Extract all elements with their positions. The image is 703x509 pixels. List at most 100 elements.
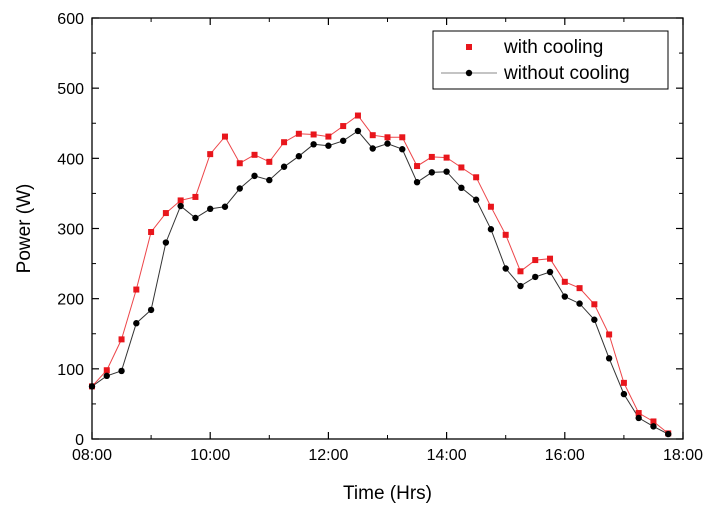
y-tick-label: 600 (57, 11, 84, 28)
data-point-without-cooling (88, 383, 96, 390)
y-axis-title: Power (W) (14, 184, 35, 274)
data-point-with-cooling (458, 164, 465, 171)
legend-label-with-cooling: with cooling (503, 37, 603, 58)
x-tick-label: 14:00 (427, 447, 467, 464)
data-point-without-cooling (339, 137, 347, 144)
data-point-without-cooling (354, 127, 362, 135)
data-point-without-cooling (207, 205, 214, 213)
data-point-with-cooling (428, 153, 435, 160)
data-point-without-cooling (561, 293, 568, 300)
data-point-with-cooling (177, 197, 184, 204)
data-point-without-cooling (487, 226, 495, 233)
data-point-without-cooling (118, 367, 125, 375)
legend-marker-without-cooling (465, 69, 473, 77)
data-point-with-cooling (532, 257, 539, 264)
data-point-with-cooling (207, 151, 214, 158)
data-point-with-cooling (591, 301, 598, 308)
data-point-with-cooling (576, 285, 583, 292)
y-tick-label: 500 (57, 81, 84, 98)
data-point-without-cooling (576, 300, 583, 307)
data-point-without-cooling (458, 184, 465, 192)
data-point-with-cooling (251, 151, 258, 158)
x-tick-label: 12:00 (308, 447, 348, 464)
data-point-without-cooling (546, 268, 554, 276)
data-point-without-cooling (635, 414, 642, 422)
data-point-with-cooling (650, 418, 657, 425)
data-point-without-cooling (399, 146, 406, 153)
data-point-without-cooling (502, 265, 509, 272)
tick-labels: 08:00 10:00 12:00 14:00 16:00 18:00 0 100 200 300… (57, 11, 703, 464)
data-point-without-cooling (236, 185, 243, 192)
data-point-without-cooling (650, 423, 657, 430)
data-point-without-cooling (428, 169, 436, 176)
series-markers (88, 112, 672, 438)
data-point-without-cooling (251, 172, 258, 180)
data-point-without-cooling (443, 168, 450, 175)
data-point-with-cooling (487, 203, 494, 210)
data-point-without-cooling (620, 390, 628, 398)
data-point-without-cooling (162, 239, 170, 246)
x-tick-label: 08:00 (72, 447, 112, 464)
legend: with cooling without cooling (432, 30, 669, 90)
data-point-without-cooling (221, 203, 229, 210)
data-point-with-cooling (354, 112, 361, 119)
legend-box (432, 30, 669, 90)
data-point-without-cooling (605, 355, 613, 362)
x-tick-label: 18:00 (663, 447, 703, 464)
data-point-without-cooling (384, 140, 391, 147)
data-point-with-cooling (295, 130, 302, 137)
data-point-with-cooling (369, 132, 376, 139)
data-point-with-cooling (266, 158, 273, 165)
legend-label-without-cooling: without cooling (503, 63, 630, 84)
legend-marker-with-cooling (466, 44, 472, 50)
series-line-with-cooling (91, 114, 669, 434)
axis-ticks (91, 17, 684, 440)
data-point-with-cooling (236, 160, 243, 167)
data-point-without-cooling (325, 142, 332, 149)
data-point-with-cooling (384, 134, 391, 141)
data-point-with-cooling (561, 278, 568, 285)
data-point-without-cooling (665, 430, 672, 438)
y-tick-label: 0 (75, 432, 84, 449)
data-point-without-cooling (472, 196, 480, 203)
data-point-without-cooling (103, 372, 110, 380)
series-line-without-cooling (91, 130, 669, 435)
data-point-without-cooling (147, 306, 155, 314)
data-point-with-cooling (606, 331, 613, 338)
data-point-without-cooling (192, 214, 199, 222)
data-point-with-cooling (340, 123, 347, 130)
data-point-without-cooling (517, 282, 524, 290)
data-point-with-cooling (325, 133, 332, 140)
data-point-without-cooling (532, 273, 539, 281)
data-point-with-cooling (473, 174, 480, 181)
data-point-with-cooling (635, 410, 642, 417)
data-point-without-cooling (310, 141, 317, 148)
data-point-without-cooling (591, 316, 598, 323)
data-point-without-cooling (413, 178, 421, 186)
data-point-with-cooling (192, 193, 199, 200)
y-tick-label: 400 (57, 151, 84, 168)
data-point-without-cooling (133, 320, 140, 327)
data-point-with-cooling (502, 231, 509, 238)
data-point-with-cooling (414, 163, 421, 170)
data-point-with-cooling (281, 139, 288, 146)
data-point-without-cooling (266, 176, 273, 184)
x-tick-label: 10:00 (190, 447, 230, 464)
x-tick-label: 16:00 (545, 447, 585, 464)
data-point-with-cooling (162, 210, 169, 217)
y-tick-label: 300 (57, 222, 84, 239)
y-tick-label: 200 (57, 292, 84, 309)
data-point-with-cooling (133, 286, 140, 293)
data-point-without-cooling (177, 202, 184, 210)
y-tick-label: 100 (57, 362, 84, 379)
data-point-with-cooling (310, 131, 317, 138)
data-point-with-cooling (517, 268, 524, 275)
data-point-with-cooling (118, 336, 125, 343)
data-point-with-cooling (620, 379, 627, 386)
x-axis-title: Time (Hrs) (343, 483, 432, 504)
series-lines (91, 114, 669, 435)
data-point-without-cooling (295, 153, 303, 160)
data-point-with-cooling (148, 229, 155, 236)
data-point-with-cooling (399, 134, 406, 141)
